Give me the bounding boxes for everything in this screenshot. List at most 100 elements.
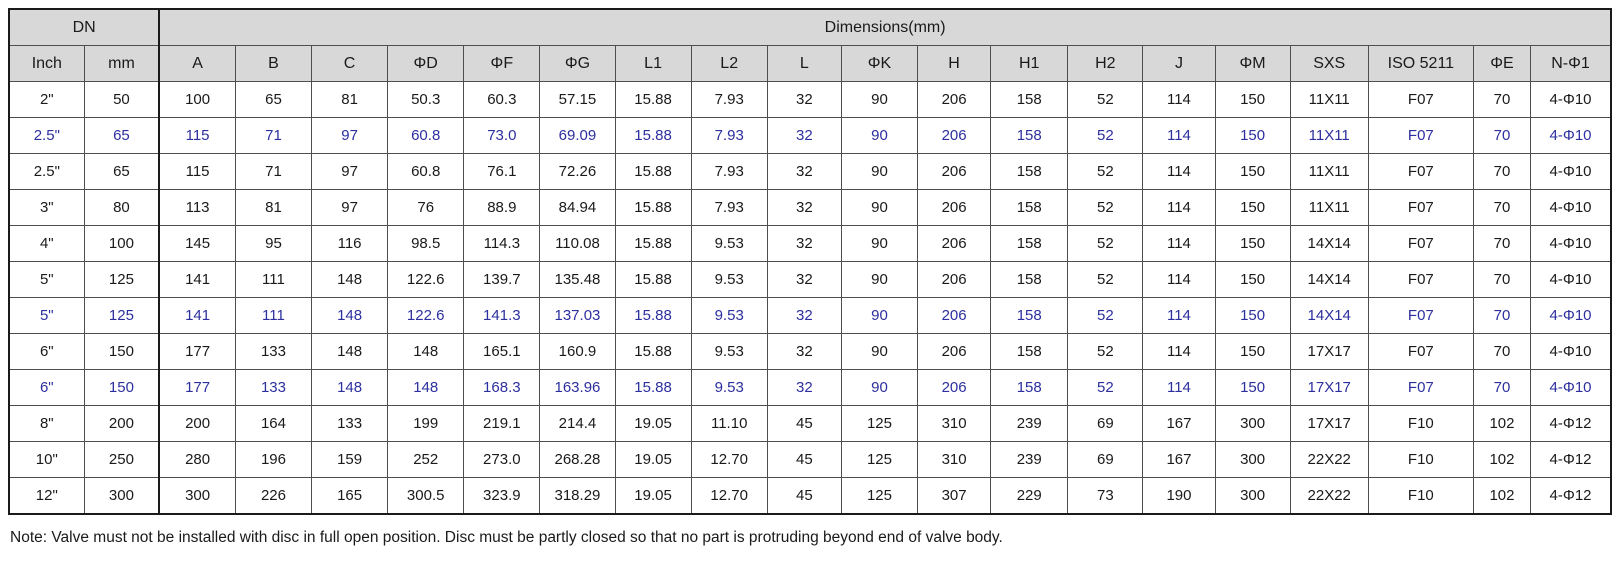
table-header: DN Dimensions(mm) Inch mm A B C ΦD ΦF ΦG L1 L2 L ΦK… [8,8,1612,82]
table-cell: 11.10 [690,405,768,442]
table-cell: 2" [8,81,85,118]
table-cell: 114 [1142,189,1216,226]
table-cell: 158 [990,153,1069,190]
column-header: SXS [1289,45,1369,82]
table-cell: 88.9 [463,189,541,226]
table-cell: 52 [1067,297,1144,334]
table-cell: 69.09 [539,117,616,154]
table-cell: 102 [1472,477,1532,515]
table-cell: 15.88 [614,225,692,262]
table-cell: 4-Φ10 [1530,81,1612,118]
table-cell: 158 [990,369,1069,406]
table-cell: 122.6 [387,261,465,298]
table-cell: F07 [1367,225,1474,262]
table-cell: 14X14 [1289,225,1369,262]
table-cell: 90 [840,117,919,154]
table-cell: 70 [1472,189,1532,226]
table-cell: 158 [990,333,1069,370]
table-cell: 17X17 [1289,333,1369,370]
table-cell: 114 [1142,369,1216,406]
table-cell: F10 [1367,405,1474,442]
table-cell: 71 [234,117,313,154]
table-cell: 158 [990,189,1069,226]
table-cell: 72.26 [539,153,616,190]
table-cell: 115 [158,117,236,154]
table-row: 4" 100 145 95 116 98.5 114.3 110.08 15.88 9.53 32 9… [8,225,1612,262]
table-cell: 52 [1067,261,1144,298]
table-cell: 323.9 [463,477,541,515]
table-cell: 300 [83,477,160,515]
table-cell: F07 [1367,117,1474,154]
table-cell: 70 [1472,117,1532,154]
table-cell: 6" [8,369,85,406]
table-cell: 206 [917,261,992,298]
table-cell: 116 [311,225,389,262]
table-cell: 81 [311,81,389,118]
table-cell: 200 [83,405,160,442]
table-cell: 4-Φ10 [1530,117,1612,154]
table-cell: 9.53 [690,333,768,370]
table-cell: 177 [158,333,236,370]
table-cell: F07 [1367,369,1474,406]
table-cell: 125 [840,477,919,515]
table-cell: 111 [234,297,313,334]
table-cell: 32 [766,117,842,154]
table-cell: 65 [83,117,160,154]
column-header: C [311,45,389,82]
table-cell: 307 [917,477,992,515]
table-cell: 239 [990,405,1069,442]
table-cell: 148 [311,261,389,298]
table-cell: 114 [1142,297,1216,334]
table-cell: 148 [311,297,389,334]
table-cell: 45 [766,441,842,478]
table-cell: 300 [1214,477,1291,515]
table-cell: 52 [1067,333,1144,370]
table-cell: 100 [83,225,160,262]
table-cell: 310 [917,441,992,478]
table-body: 2" 50 100 65 81 50.3 60.3 57.15 15.88 7.93 32 90 206… [8,81,1612,515]
table-row: 6" 150 177 133 148 148 168.3 163.96 15.88 9.53 32 9… [8,369,1612,406]
table-cell: 133 [311,405,389,442]
table-cell: 318.29 [539,477,616,515]
table-cell: 9.53 [690,369,768,406]
table-cell: 19.05 [614,477,692,515]
table-cell: 150 [1214,297,1291,334]
table-cell: 97 [311,189,389,226]
table-cell: 32 [766,225,842,262]
table-cell: 206 [917,81,992,118]
table-row: 2.5" 65 115 71 97 60.8 73.0 69.09 15.88 7.93 32 90 2… [8,117,1612,154]
table-cell: 4-Φ10 [1530,369,1612,406]
table-cell: 268.28 [539,441,616,478]
column-header: Inch [8,45,85,82]
table-row: 10" 250 280 196 159 252 273.0 268.28 19.05 12.70 4… [8,441,1612,478]
column-header: H [917,45,992,82]
table-cell: 150 [1214,333,1291,370]
table-cell: 125 [840,441,919,478]
dn-group-header: DN [8,8,161,46]
table-cell: 4-Φ12 [1530,477,1612,515]
table-cell: F07 [1367,261,1474,298]
column-header: N-Φ1 [1530,45,1612,82]
column-header: L1 [614,45,692,82]
table-cell: 32 [766,297,842,334]
table-cell: 163.96 [539,369,616,406]
table-cell: 70 [1472,81,1532,118]
table-cell: 113 [158,189,236,226]
table-cell: 98.5 [387,225,465,262]
table-cell: 102 [1472,405,1532,442]
table-cell: 15.88 [614,369,692,406]
table-cell: 15.88 [614,261,692,298]
table-cell: 167 [1142,441,1216,478]
table-cell: 52 [1067,369,1144,406]
table-cell: 114 [1142,117,1216,154]
table-cell: 76.1 [463,153,541,190]
table-cell: 148 [387,333,465,370]
table-cell: 167 [1142,405,1216,442]
table-cell: 65 [83,153,160,190]
table-cell: 69 [1067,441,1144,478]
table-cell: 160.9 [539,333,616,370]
table-cell: 60.8 [387,153,465,190]
table-cell: 252 [387,441,465,478]
dimensions-group-header: Dimensions(mm) [158,8,1612,46]
column-header: ΦK [840,45,919,82]
